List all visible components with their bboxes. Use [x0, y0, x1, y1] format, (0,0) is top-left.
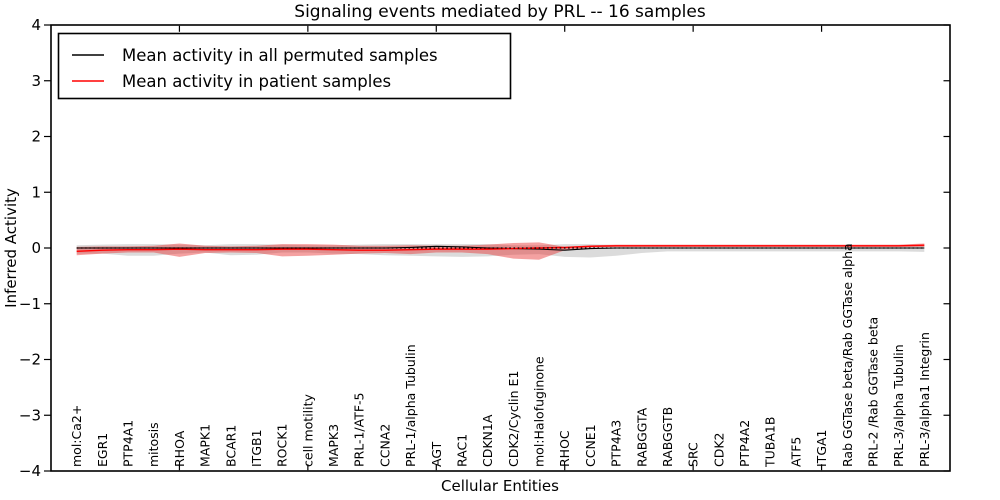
x-category-label: AGT [429, 441, 444, 467]
x-category-label: PRL-3/alpha Tubulin [891, 344, 906, 467]
x-category-label: ROCK1 [275, 424, 290, 467]
x-category-label: MAPK1 [198, 424, 213, 467]
x-category-label: CDKN1A [480, 414, 495, 467]
chart-title: Signaling events mediated by PRL -- 16 s… [294, 2, 706, 22]
y-tick-label: 2 [31, 128, 41, 146]
x-category-label: mol:Ca2+ [69, 405, 84, 467]
x-category-label: CCNE1 [583, 424, 598, 467]
x-category-label: mol:Halofuginone [532, 356, 547, 467]
patient-mean-line [76, 244, 925, 253]
plot-area [76, 242, 925, 260]
y-axis-label: Inferred Activity [2, 188, 20, 308]
x-category-label: CDK2 [711, 432, 726, 467]
x-category-label: ITGB1 [249, 429, 264, 467]
y-tick-label: 3 [31, 72, 41, 90]
x-category-label: PTP4A1 [121, 420, 136, 467]
patient-samples-range-band [76, 242, 925, 260]
x-category-label: Rab GGTase beta/Rab GGTase alpha [840, 243, 855, 467]
x-category-label: SRC [686, 442, 701, 467]
y-tick-label: 0 [31, 239, 41, 257]
x-category-label: TUBA1B [763, 417, 778, 468]
x-category-label: mitosis [146, 422, 161, 467]
x-category-label: RABGGTA [634, 407, 649, 467]
x-category-label: RHOC [557, 430, 572, 467]
axes-frame [50, 24, 951, 472]
x-category-label: RABGGTB [660, 407, 675, 467]
x-category-label: RHOA [172, 430, 187, 467]
x-category-label: ATF5 [788, 437, 803, 467]
x-category-label: MAPK3 [326, 424, 341, 467]
x-category-label: CCNA2 [377, 424, 392, 467]
y-tick-label: −1 [19, 295, 41, 313]
x-category-label: PRL-3/alpha1 Integrin [917, 332, 932, 467]
y-tick-label: 1 [31, 183, 41, 201]
x-category-label: PTP4A2 [737, 420, 752, 467]
axis-ticks: 4 3 2 1 0 −1 −2 −3 −4 mol:Ca2+ EGR1 PTP4A1 mitosis RH… [19, 16, 950, 480]
x-category-label: BCAR1 [223, 425, 238, 467]
legend-frame [57, 32, 512, 100]
y-tick-label: −2 [19, 351, 41, 369]
y-tick-label: −3 [19, 406, 41, 424]
x-category-label: EGR1 [95, 433, 110, 467]
legend-box: Mean activity in all permuted samples Me… [57, 32, 512, 100]
x-category-label: PRL-2 /Rab GGTase beta [865, 317, 880, 467]
x-category-label: CDK2/Cyclin E1 [506, 371, 521, 467]
y-tick-label: −4 [19, 462, 41, 480]
legend-label-patient: Mean activity in patient samples [122, 72, 391, 91]
x-category-label: PTP4A3 [609, 420, 624, 467]
y-tick-label: 4 [31, 16, 41, 34]
x-axis-label: Cellular Entities [441, 477, 559, 495]
x-category-label: cell motility [300, 393, 315, 467]
x-category-label: PRL-1/ATF-5 [352, 392, 367, 467]
legend-label-permuted: Mean activity in all permuted samples [122, 46, 438, 65]
x-category-label: RAC1 [454, 434, 469, 467]
x-category-label: ITGA1 [814, 429, 829, 467]
x-category-label: PRL-1/alpha Tubulin [403, 344, 418, 467]
